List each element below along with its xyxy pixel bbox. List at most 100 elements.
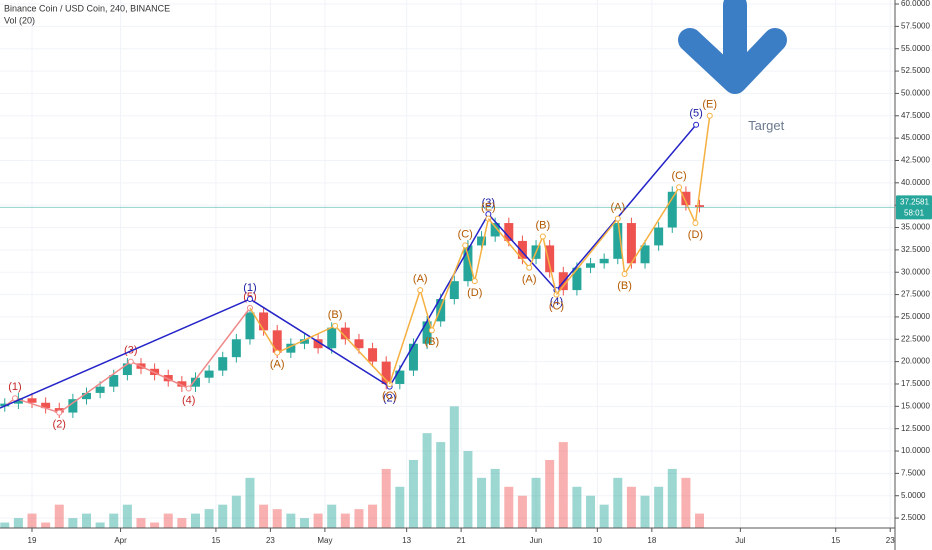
candle-body bbox=[490, 223, 500, 237]
wave-label: (2) bbox=[53, 418, 66, 430]
y-tick-label: 60.0000 bbox=[901, 0, 930, 8]
candle-body bbox=[626, 223, 636, 264]
y-tick-label: 10.0000 bbox=[901, 446, 930, 455]
candle-body bbox=[82, 392, 92, 400]
y-tick-label: 42.5000 bbox=[901, 156, 930, 165]
volume-bar bbox=[0, 522, 10, 528]
wave-line bbox=[388, 218, 490, 385]
candle-body bbox=[449, 281, 459, 300]
x-tick-label: Jul bbox=[735, 536, 745, 545]
candle-body bbox=[477, 236, 487, 246]
last-price-box bbox=[896, 195, 932, 220]
volume-bar bbox=[681, 477, 691, 528]
candle-body bbox=[545, 245, 555, 273]
volume-bar bbox=[218, 504, 228, 528]
volume-bar bbox=[545, 459, 555, 528]
wave-line bbox=[487, 218, 558, 295]
candle-body bbox=[272, 330, 282, 353]
volume-bar bbox=[368, 504, 378, 528]
candle-body bbox=[231, 339, 241, 358]
y-tick-label: 57.5000 bbox=[901, 21, 930, 30]
candle-body bbox=[245, 312, 255, 340]
candle-body bbox=[599, 258, 609, 264]
wave-point bbox=[539, 233, 546, 240]
volume-bar bbox=[163, 513, 173, 528]
candle-body bbox=[218, 357, 228, 371]
candle-body bbox=[327, 327, 337, 349]
y-tick-label: 47.5000 bbox=[901, 111, 930, 120]
x-tick-label: 19 bbox=[28, 536, 37, 545]
candle-body bbox=[204, 370, 214, 378]
wave-label: (B) bbox=[424, 336, 439, 348]
candle-body bbox=[190, 377, 200, 387]
volume-bar bbox=[299, 518, 309, 528]
candle-body bbox=[613, 223, 623, 259]
candle-body bbox=[27, 398, 37, 403]
candle-body bbox=[572, 267, 582, 291]
wave-point bbox=[246, 296, 253, 303]
x-tick-label: 23 bbox=[266, 536, 275, 545]
y-tick-label: 5.0000 bbox=[901, 491, 926, 500]
candle-body bbox=[299, 339, 309, 344]
volume-bar bbox=[422, 433, 432, 528]
x-tick-label: 10 bbox=[593, 536, 602, 545]
wave-line bbox=[249, 307, 391, 385]
volume-bar bbox=[531, 477, 541, 528]
volume-bar bbox=[613, 477, 623, 528]
wave-point bbox=[706, 112, 713, 119]
last-price-label: 37.2581 bbox=[900, 197, 929, 206]
volume-bar bbox=[667, 468, 677, 528]
volume bbox=[0, 406, 705, 528]
volume-bar bbox=[190, 513, 200, 528]
volume-bar bbox=[177, 518, 187, 528]
wave-point bbox=[614, 215, 621, 222]
y-tick-label: 32.5000 bbox=[901, 245, 930, 254]
candle-body bbox=[422, 321, 432, 344]
x-tick-label: 23 bbox=[886, 536, 895, 545]
x-tick-label: Jun bbox=[530, 536, 543, 545]
candle-body bbox=[109, 375, 119, 387]
candle-body bbox=[681, 191, 691, 206]
axes: 2.5000 5.0000 7.5000 10.0000 12.5000 15.0000 1… bbox=[28, 0, 931, 545]
wave-label: (C) bbox=[458, 228, 473, 240]
candle-body bbox=[463, 245, 473, 282]
candle-body bbox=[286, 343, 296, 353]
wave-label: (5) bbox=[689, 108, 702, 120]
volume-bar bbox=[204, 509, 214, 528]
y-tick-label: 55.0000 bbox=[901, 44, 930, 53]
wave-label: (A) bbox=[522, 274, 537, 286]
volume-bar bbox=[109, 513, 119, 528]
wave-point bbox=[56, 409, 63, 416]
volume-bar bbox=[626, 486, 636, 528]
y-tick-label: 40.0000 bbox=[901, 178, 930, 187]
wave-point bbox=[185, 385, 192, 392]
x-tick-label: 15 bbox=[831, 536, 840, 545]
volume-bar bbox=[95, 522, 105, 528]
wave-label: (C) bbox=[382, 390, 397, 402]
y-tick-label: 7.5000 bbox=[901, 468, 926, 477]
wave-point bbox=[471, 278, 478, 285]
volume-bar bbox=[327, 504, 337, 528]
candle-body bbox=[354, 339, 364, 349]
y-tick-label: 50.0000 bbox=[901, 89, 930, 98]
volume-bar bbox=[463, 451, 473, 528]
candle-body bbox=[313, 339, 323, 349]
volume-bar bbox=[272, 509, 282, 528]
wave-point bbox=[676, 184, 683, 191]
wave-label: (1) bbox=[8, 381, 21, 393]
x-tick-label: 18 bbox=[647, 536, 656, 545]
x-tick-label: 15 bbox=[211, 536, 220, 545]
volume-bar bbox=[586, 495, 596, 528]
wave-label: (A) bbox=[270, 359, 285, 371]
wave-line bbox=[0, 124, 697, 409]
volume-bar bbox=[245, 477, 255, 528]
volume-bar bbox=[449, 406, 459, 528]
y-tick-label: 22.5000 bbox=[901, 334, 930, 343]
y-tick-label: 20.0000 bbox=[901, 357, 930, 366]
volume-bar bbox=[408, 459, 418, 528]
candle-body bbox=[504, 223, 514, 241]
y-tick-label: 52.5000 bbox=[901, 66, 930, 75]
wave-point bbox=[621, 271, 628, 278]
